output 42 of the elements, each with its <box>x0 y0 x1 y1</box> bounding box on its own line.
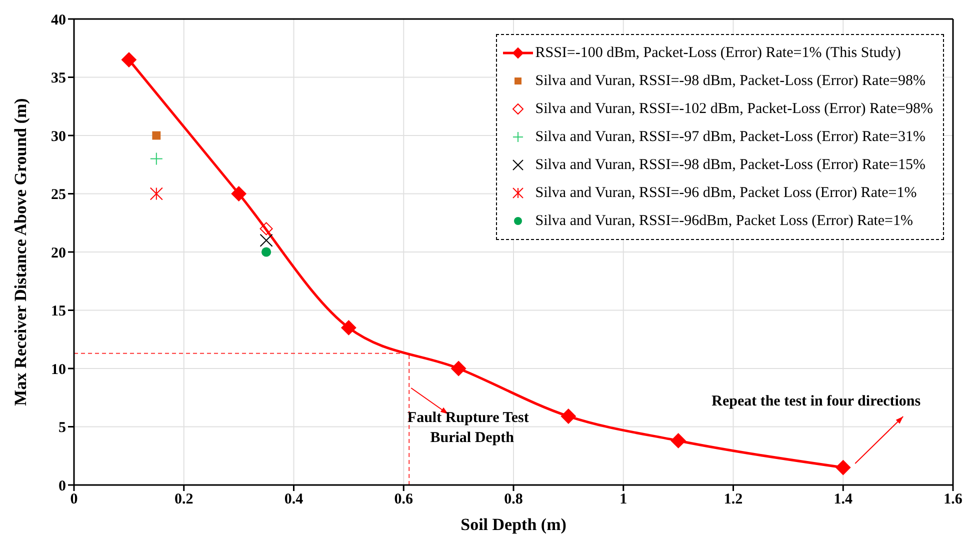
y-tick-label: 15 <box>51 304 66 320</box>
x-tick-label: 1.2 <box>724 492 743 508</box>
legend-label: Silva and Vuran, RSSI=-98 dBm, Packet-Loss (Error) Rate=15% <box>535 156 926 174</box>
x-axis-title: Soil Depth (m) <box>460 515 566 534</box>
point <box>121 52 136 68</box>
point <box>560 408 576 424</box>
legend-label: Silva and Vuran, RSSI=-97 dBm, Packet-Loss (Error) Rate=31% <box>535 128 926 146</box>
point <box>150 152 163 166</box>
point <box>152 131 161 140</box>
x-tick-label: 0.6 <box>394 492 414 508</box>
point <box>451 361 466 376</box>
point <box>260 234 273 247</box>
point <box>670 433 686 448</box>
legend-label: Silva and Vuran, RSSI=-96 dBm, Packet Loss (Error) Rate=1% <box>535 184 917 202</box>
point <box>231 186 246 202</box>
legend-label: RSSI=-100 dBm, Packet-Loss (Error) Rate=1% (This Study) <box>535 44 901 62</box>
y-tick-label: 25 <box>51 187 66 204</box>
y-tick-label: 0 <box>58 478 66 494</box>
x-tick-label: 1 <box>620 492 628 508</box>
point <box>260 222 273 236</box>
x-tick-label: 0 <box>70 492 78 508</box>
point <box>341 320 356 336</box>
legend-label: Silva and Vuran, RSSI=-96dBm, Packet Loss (Error) Rate=1% <box>535 212 914 230</box>
x-tick-label: 0.8 <box>504 492 523 508</box>
annotation: Fault Rupture Test Burial Depth <box>407 410 529 446</box>
annotation: Repeat the test in four directions <box>712 394 921 410</box>
legend-label: Silva and Vuran, RSSI=-98 dBm, Packet-Loss (Error) Rate=98% <box>535 72 926 90</box>
point <box>150 187 163 200</box>
y-tick-label: 10 <box>51 362 66 378</box>
x-tick-label: 1.6 <box>944 492 963 508</box>
y-axis-title: Max Receiver Distance Above Ground (m) <box>11 98 30 406</box>
x-tick-label: 0.4 <box>284 492 304 508</box>
y-tick-label: 40 <box>51 12 66 28</box>
y-tick-label: 35 <box>51 70 66 87</box>
y-tick-label: 20 <box>51 245 66 262</box>
x-tick-label: 0.2 <box>174 492 194 508</box>
y-tick-label: 30 <box>51 128 66 145</box>
y-tick-label: 5 <box>58 420 66 436</box>
point <box>261 247 272 257</box>
x-tick-label: 1.4 <box>834 492 853 508</box>
point <box>836 460 851 476</box>
legend-label: Silva and Vuran, RSSI=-102 dBm, Packet-Loss (Error) Rate=98% <box>535 100 933 118</box>
